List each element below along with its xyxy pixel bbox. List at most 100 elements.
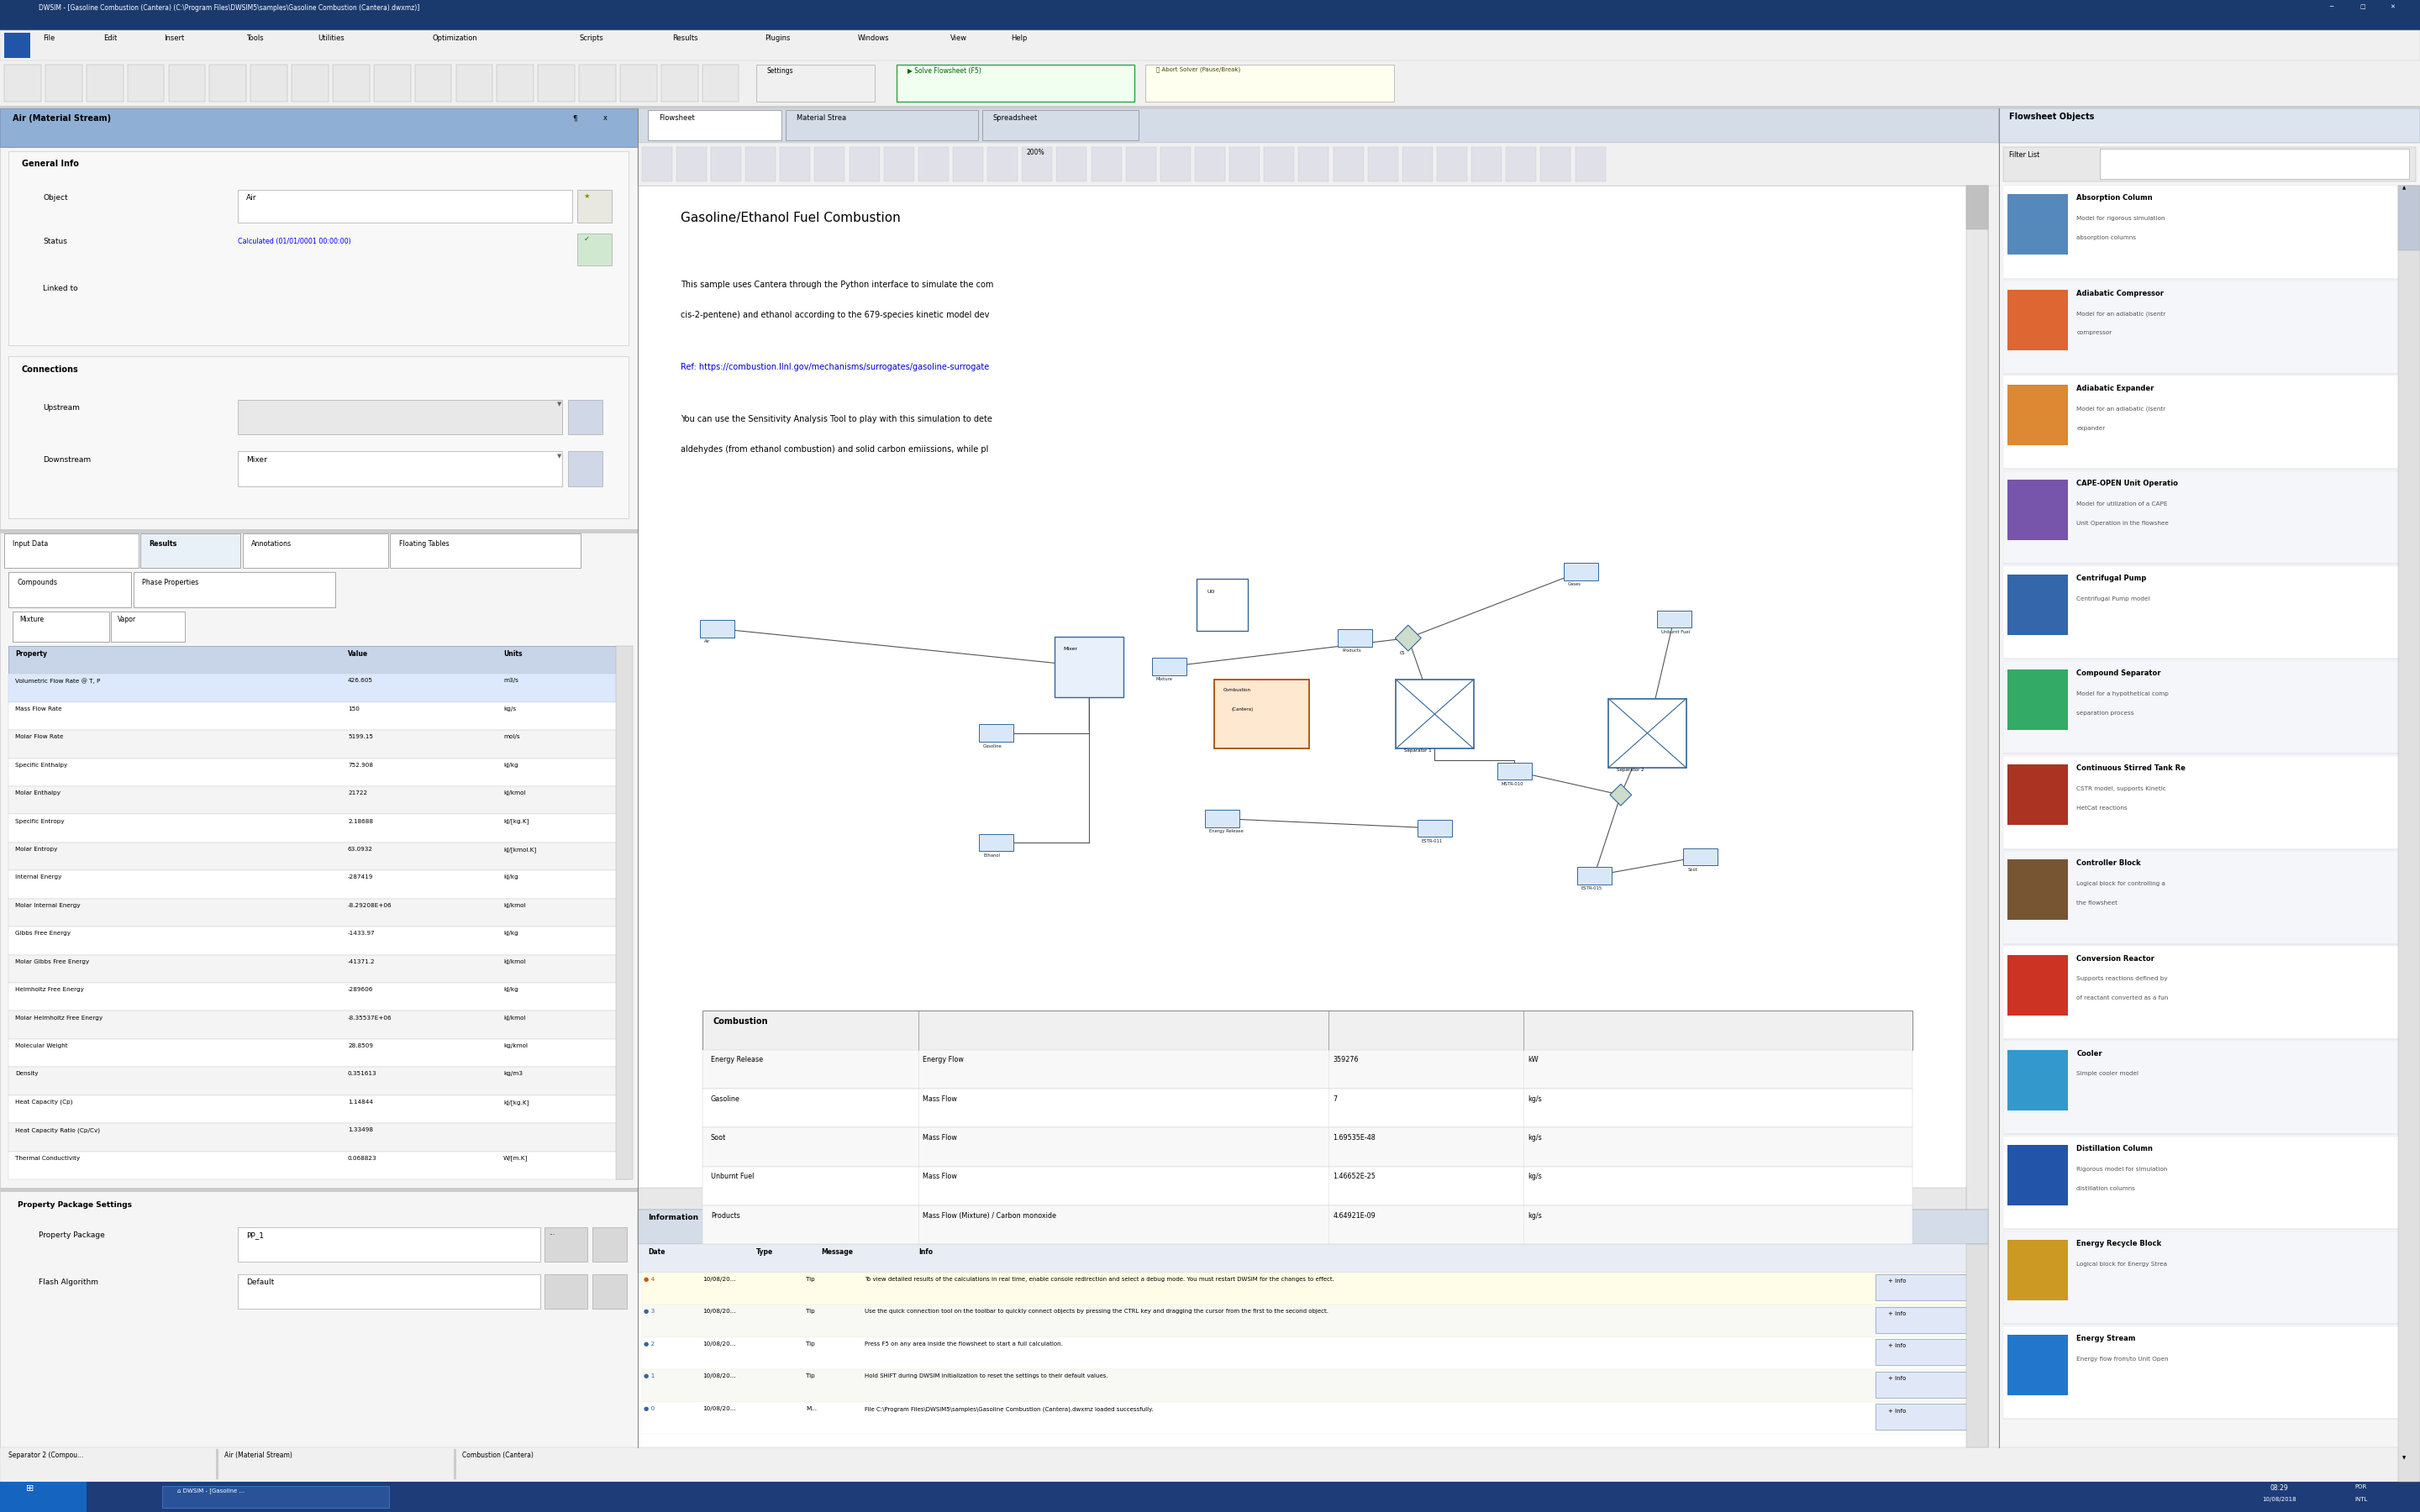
Text: ⊞: ⊞ — [27, 1483, 34, 1492]
Text: Mixture: Mixture — [19, 615, 44, 623]
Text: Combustion: Combustion — [1222, 688, 1251, 692]
FancyBboxPatch shape — [779, 147, 811, 181]
FancyBboxPatch shape — [636, 1210, 1987, 1447]
Text: Phase Properties: Phase Properties — [143, 579, 198, 587]
Text: + Info: + Info — [1888, 1376, 1907, 1380]
Text: 359276: 359276 — [1333, 1057, 1358, 1064]
FancyBboxPatch shape — [2352, 2, 2381, 29]
Text: ● 3: ● 3 — [644, 1309, 656, 1314]
Text: Products: Products — [711, 1211, 741, 1219]
FancyBboxPatch shape — [649, 110, 782, 141]
FancyBboxPatch shape — [2006, 384, 2067, 445]
FancyBboxPatch shape — [1505, 147, 1537, 181]
Text: Separator 2: Separator 2 — [1617, 768, 1646, 771]
Text: Mass Flow: Mass Flow — [922, 1173, 956, 1181]
FancyBboxPatch shape — [636, 1244, 1987, 1272]
Text: Flowsheet: Flowsheet — [658, 115, 695, 122]
FancyBboxPatch shape — [593, 1226, 627, 1261]
Text: Mass Flow (Mixture) / Carbon monoxide: Mass Flow (Mixture) / Carbon monoxide — [922, 1211, 1055, 1219]
Text: Distillation Column: Distillation Column — [2076, 1145, 2154, 1152]
FancyBboxPatch shape — [745, 147, 777, 181]
FancyBboxPatch shape — [10, 357, 629, 519]
Text: Internal Energy: Internal Energy — [15, 875, 60, 880]
Text: 1.14844: 1.14844 — [348, 1099, 373, 1104]
Text: Energy Stream: Energy Stream — [2076, 1335, 2134, 1343]
FancyBboxPatch shape — [2004, 186, 2415, 278]
FancyBboxPatch shape — [10, 674, 629, 702]
Text: Energy flow from/to Unit Open: Energy flow from/to Unit Open — [2076, 1356, 2168, 1361]
Text: Unit Operation in the flowshee: Unit Operation in the flowshee — [2076, 520, 2168, 526]
Text: kJ/kmol: kJ/kmol — [503, 791, 525, 795]
FancyBboxPatch shape — [0, 1447, 2420, 1482]
FancyBboxPatch shape — [2004, 947, 2415, 1039]
FancyBboxPatch shape — [953, 147, 983, 181]
Text: ESTR-011: ESTR-011 — [1421, 839, 1442, 844]
FancyBboxPatch shape — [0, 1482, 2420, 1512]
FancyBboxPatch shape — [2006, 954, 2067, 1015]
Text: Specific Enthalpy: Specific Enthalpy — [15, 762, 68, 768]
Text: Flowsheet Objects: Flowsheet Objects — [2009, 112, 2096, 121]
Text: INTL: INTL — [2355, 1497, 2369, 1501]
Text: kJ/kg: kJ/kg — [503, 987, 518, 992]
FancyBboxPatch shape — [641, 147, 673, 181]
Text: View: View — [951, 35, 968, 42]
FancyBboxPatch shape — [2006, 1145, 2067, 1205]
FancyBboxPatch shape — [2006, 195, 2067, 256]
FancyBboxPatch shape — [702, 1012, 1912, 1049]
FancyBboxPatch shape — [816, 147, 845, 181]
Text: kg/s: kg/s — [1527, 1134, 1542, 1142]
Text: Absorption Column: Absorption Column — [2076, 195, 2154, 203]
Text: 10/08/20...: 10/08/20... — [702, 1309, 736, 1314]
Text: Controller Block: Controller Block — [2076, 860, 2142, 868]
FancyBboxPatch shape — [10, 730, 629, 758]
Text: Continuous Stirred Tank Re: Continuous Stirred Tank Re — [2076, 765, 2185, 773]
Text: ✓: ✓ — [583, 236, 590, 243]
Text: Logical block for controlling a: Logical block for controlling a — [2076, 881, 2166, 886]
Text: Soot: Soot — [1687, 868, 1696, 871]
Text: 10/08/20...: 10/08/20... — [702, 1276, 736, 1282]
Text: Molar Gibbs Free Energy: Molar Gibbs Free Energy — [15, 959, 90, 965]
Text: Rigorous model for simulation: Rigorous model for simulation — [2076, 1166, 2168, 1172]
FancyBboxPatch shape — [2004, 281, 2415, 373]
Text: kg/s: kg/s — [1527, 1095, 1542, 1102]
FancyBboxPatch shape — [699, 620, 733, 637]
FancyBboxPatch shape — [569, 399, 603, 434]
Text: Type: Type — [755, 1249, 774, 1256]
FancyBboxPatch shape — [10, 786, 629, 815]
FancyBboxPatch shape — [1965, 186, 1987, 228]
Text: distillation columns: distillation columns — [2076, 1185, 2134, 1191]
FancyBboxPatch shape — [1876, 1371, 1972, 1397]
FancyBboxPatch shape — [5, 65, 41, 101]
FancyBboxPatch shape — [2004, 1326, 2415, 1420]
Text: + Info: + Info — [1888, 1311, 1907, 1315]
FancyBboxPatch shape — [414, 65, 453, 101]
Text: Gasoline: Gasoline — [983, 744, 1002, 748]
FancyBboxPatch shape — [711, 147, 741, 181]
Text: 10/08/20...: 10/08/20... — [702, 1374, 736, 1379]
Text: Density: Density — [15, 1072, 39, 1077]
FancyBboxPatch shape — [898, 65, 1135, 101]
FancyBboxPatch shape — [675, 147, 707, 181]
FancyBboxPatch shape — [980, 724, 1014, 742]
Text: ● 1: ● 1 — [644, 1374, 656, 1379]
FancyBboxPatch shape — [2004, 147, 2415, 181]
Text: Utilities: Utilities — [317, 35, 344, 42]
Text: 28.8509: 28.8509 — [348, 1043, 373, 1048]
Text: Centrifugal Pump: Centrifugal Pump — [2076, 575, 2147, 582]
Text: Separator 1: Separator 1 — [1404, 748, 1433, 753]
FancyBboxPatch shape — [2006, 575, 2067, 635]
Text: Results: Results — [673, 35, 697, 42]
Text: Tip: Tip — [806, 1341, 816, 1346]
Text: Compound Separator: Compound Separator — [2076, 670, 2161, 677]
Text: Settings: Settings — [767, 67, 794, 74]
Text: To view detailed results of the calculations in real time, enable console redire: To view detailed results of the calculat… — [864, 1276, 1333, 1282]
Text: Windows: Windows — [857, 35, 891, 42]
Text: ✕: ✕ — [2389, 5, 2396, 9]
Text: ▶ Solve Flowsheet (F5): ▶ Solve Flowsheet (F5) — [908, 67, 980, 74]
Text: Default: Default — [247, 1279, 273, 1287]
Text: Spreadsheet: Spreadsheet — [992, 115, 1038, 122]
Text: You can use the Sensitivity Analysis Tool to play with this simulation to dete: You can use the Sensitivity Analysis Too… — [680, 414, 992, 423]
FancyBboxPatch shape — [455, 65, 494, 101]
Text: + Info: + Info — [1888, 1279, 1907, 1284]
Text: Adiabatic Compressor: Adiabatic Compressor — [2076, 289, 2163, 296]
